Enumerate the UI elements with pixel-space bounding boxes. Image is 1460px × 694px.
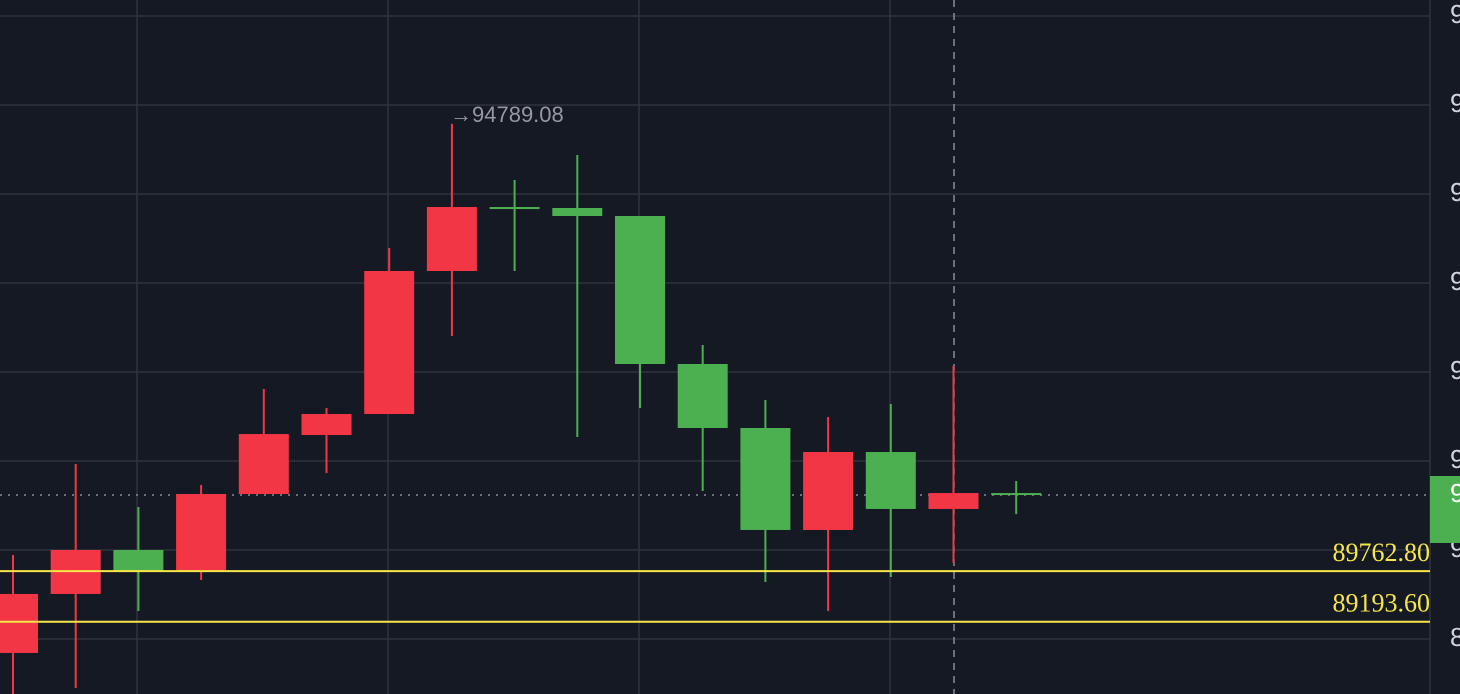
- candle-body: [615, 215, 665, 364]
- candle-body: [0, 593, 38, 653]
- y-tick-label: 93000: [1450, 266, 1460, 296]
- annotation: →94789.08: [450, 102, 564, 127]
- y-tick-label: 91000: [1450, 444, 1460, 474]
- y-tick-label: 89000: [1450, 622, 1460, 652]
- candle-body: [113, 550, 164, 572]
- y-tick-label: 95000: [1450, 88, 1460, 118]
- candle-body: [364, 270, 415, 415]
- price-badge-label: 90618: [1450, 478, 1460, 508]
- y-tick-label: 90000: [1450, 533, 1460, 563]
- candle-body: [176, 494, 227, 572]
- candle-body: [301, 414, 352, 436]
- y-tick-label: 96000: [1450, 0, 1460, 29]
- candle-body: [238, 434, 289, 495]
- candle-body: [489, 207, 540, 210]
- level-label: 89762.80: [1333, 538, 1431, 567]
- candle-body: [803, 452, 854, 530]
- candle-body: [426, 207, 477, 271]
- level-label: 89193.60: [1333, 589, 1431, 618]
- candle-body: [928, 493, 979, 509]
- candle-body: [677, 363, 728, 428]
- candle-body: [740, 427, 791, 530]
- y-tick-label: 92000: [1450, 355, 1460, 385]
- candle-body: [552, 207, 603, 216]
- y-tick-label: 94000: [1450, 177, 1460, 207]
- candle-body: [865, 452, 916, 509]
- candle-body: [991, 493, 1042, 496]
- price-badge: [1430, 476, 1460, 544]
